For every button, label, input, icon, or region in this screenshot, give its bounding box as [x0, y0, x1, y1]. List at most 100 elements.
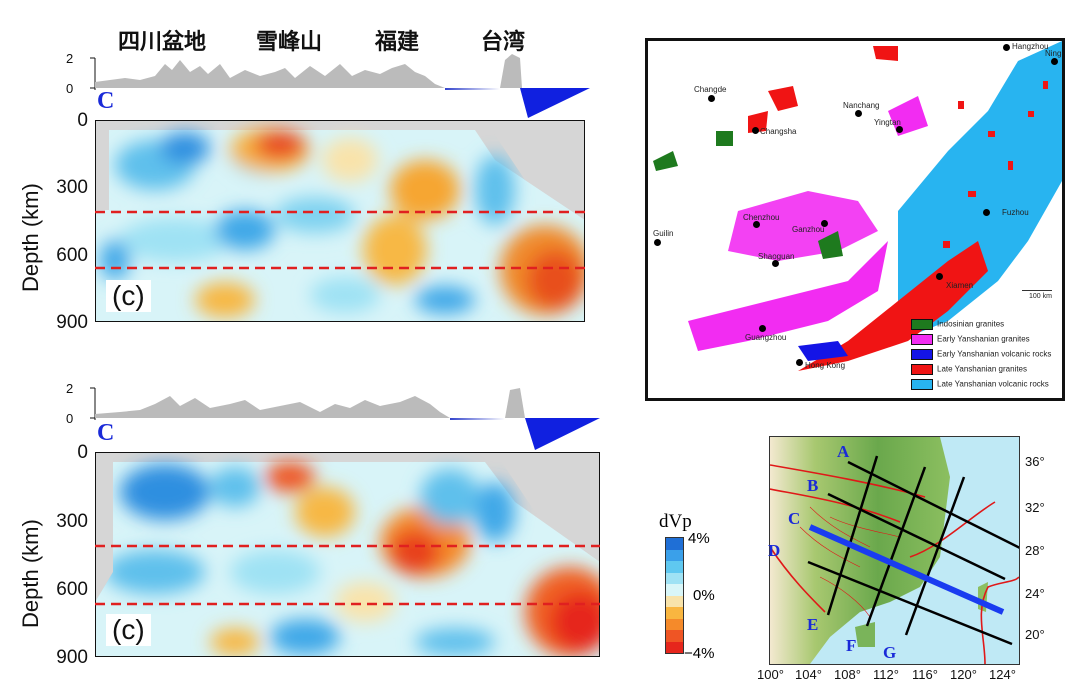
legend-item-early-yanshanian-volcanic: Early Yanshanian volcanic rocks	[911, 349, 1051, 364]
legend-label: Early Yanshanian volcanic rocks	[937, 349, 1052, 359]
lon-tick: 116°	[912, 667, 938, 682]
city-label: Guangzhou	[745, 333, 787, 342]
city-label: Chenzhou	[743, 213, 780, 222]
region-label-xuefeng-mountain: 雪峰山	[256, 30, 323, 55]
city-label: Ganzhou	[792, 225, 825, 234]
colorbar-segment	[666, 584, 683, 596]
lon-tick: 108°	[834, 667, 861, 682]
city-label: Fuzhou	[1002, 208, 1029, 217]
city-dot-ganzhou	[821, 220, 828, 227]
depth-tick-600: 600	[56, 245, 88, 266]
depth-tick-900: 900	[56, 312, 88, 333]
lat-tick: 28°	[1025, 543, 1045, 558]
topo-tick-0: 0	[66, 81, 74, 96]
depth-tick-600: 600	[56, 579, 88, 600]
city-label: Ningbo	[1045, 49, 1062, 58]
tomography-section-top	[95, 120, 585, 322]
city-dot-changsha	[752, 127, 759, 134]
city-dot-guilin	[654, 239, 661, 246]
colorbar-segment	[666, 572, 683, 584]
city-dot-nanchang	[855, 110, 862, 117]
colorbar-segment	[666, 595, 683, 607]
profile-label-c: C	[97, 88, 115, 114]
city-dot-hong-kong	[796, 359, 803, 366]
profile-label-b[interactable]: B	[807, 476, 819, 495]
colorbar-title: dVp	[659, 511, 692, 532]
scale-bar-label: 100 km	[1029, 293, 1052, 300]
colorbar-segment	[666, 641, 683, 653]
region-label-taiwan: 台湾	[481, 30, 526, 55]
city-dot-xiamen	[936, 273, 943, 280]
legend-item-early-yanshanian-granites: Early Yanshanian granites	[911, 334, 1051, 349]
city-label: Changsha	[760, 127, 797, 136]
city-dot-yingtan	[896, 126, 903, 133]
city-label: Hangzhou	[1012, 42, 1049, 51]
region-label-sichuan-basin: 四川盆地	[118, 30, 207, 55]
colorbar-segment	[666, 538, 683, 550]
profile-c-line	[808, 524, 1005, 615]
map-legend: Indosinian granites Early Yanshanian gra…	[911, 319, 1051, 394]
city-label: Shaoguan	[758, 252, 795, 261]
tomography-section-bottom	[95, 452, 600, 657]
colorbar-segment	[666, 618, 683, 630]
depth-tick-0: 0	[77, 110, 88, 131]
legend-item-indosinian-granites: Indosinian granites	[911, 319, 1051, 334]
region-label-fujian: 福建	[375, 30, 420, 55]
lat-tick: 20°	[1025, 627, 1045, 642]
profile-label-a[interactable]: A	[837, 442, 850, 461]
city-label: Hong Kong	[805, 361, 846, 370]
depth-tick-900: 900	[56, 647, 88, 668]
colorbar-segment	[666, 607, 683, 619]
city-dot-changde	[708, 95, 715, 102]
city-dot-shaoguan	[772, 260, 779, 267]
depth-tick-300: 300	[56, 511, 88, 532]
legend-item-late-yanshanian-granites: Late Yanshanian granites	[911, 364, 1051, 379]
profile-label-g[interactable]: G	[883, 643, 897, 662]
city-label: Xiamen	[946, 281, 974, 290]
colorbar-label-min: −4%	[684, 645, 715, 662]
profile-label-f[interactable]: F	[846, 636, 857, 655]
city-dot-guangzhou	[759, 325, 766, 332]
lon-tick: 124°	[989, 667, 1016, 682]
city-label: Yingtan	[874, 118, 901, 127]
scale-bar	[1022, 290, 1052, 291]
topography-profile-bottom	[90, 387, 600, 450]
panel-tag-c: (c)	[106, 280, 151, 312]
colorbar-segment	[666, 630, 683, 642]
colorbar-label-max: 4%	[688, 530, 710, 547]
colorbar-segment	[666, 561, 683, 573]
legend-label: Late Yanshanian granites	[937, 364, 1027, 374]
profile-label-c: C	[97, 420, 115, 446]
city-label: Nanchang	[843, 101, 880, 110]
legend-label: Early Yanshanian granites	[937, 334, 1030, 344]
topo-tick-2: 2	[66, 381, 74, 396]
colorbar-segment	[666, 549, 683, 561]
lon-tick: 120°	[950, 667, 977, 682]
city-label: Guilin	[653, 229, 674, 238]
panel-tag-c: (c)	[106, 614, 151, 646]
topography-profile-top	[90, 54, 590, 118]
lat-tick: 24°	[1025, 586, 1045, 601]
profile-label-c[interactable]: C	[788, 509, 801, 528]
legend-label: Indosinian granites	[937, 319, 1005, 329]
depth-tick-0: 0	[77, 442, 88, 463]
city-dot-fuzhou	[983, 209, 990, 216]
city-dot-chenzhou	[753, 221, 760, 228]
legend-item-late-yanshanian-volcanic: Late Yanshanian volcanic rocks	[911, 379, 1051, 394]
lon-tick: 112°	[873, 667, 899, 682]
depth-tick-300: 300	[56, 177, 88, 198]
location-map	[769, 436, 1020, 665]
profile-lines-map	[770, 437, 1019, 664]
depth-axis-label: Depth (km)	[18, 183, 43, 292]
profile-label-e[interactable]: E	[807, 615, 819, 634]
topo-tick-0: 0	[66, 411, 74, 426]
topo-tick-2: 2	[66, 51, 74, 66]
dvp-colorbar	[665, 537, 684, 654]
city-dot-ningbo	[1051, 58, 1058, 65]
profile-label-d[interactable]: D	[768, 541, 781, 560]
lat-tick: 32°	[1025, 500, 1045, 515]
legend-label: Late Yanshanian volcanic rocks	[937, 379, 1049, 389]
lat-tick: 36°	[1025, 454, 1045, 469]
lon-tick: 100°	[757, 667, 784, 682]
lon-tick: 104°	[795, 667, 822, 682]
